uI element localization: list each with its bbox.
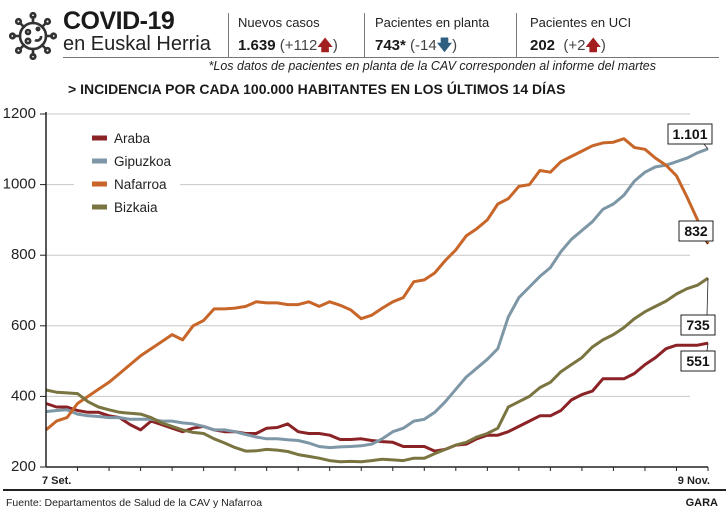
legend-swatch [92,158,107,164]
series-line-nafarroa [45,137,710,432]
end-value-label: 551 [686,353,710,369]
legend-label: Bizkaia [114,200,158,215]
y-tick-label: 1200 [3,105,36,122]
stat-icu-patients: Pacientes en UCI 202 (+2🡅) [530,15,631,60]
end-label-pointer [706,343,709,352]
x-start-label: 7 Set. [42,475,71,487]
end-label-box [678,220,714,242]
app-subtitle: en Euskal Herria [63,33,211,55]
source-text: Fuente: Departamentos de Salud de la CAV… [6,497,263,509]
stat-delta-close: ) [452,37,458,54]
legend-label: Gipuzkoa [114,154,172,169]
y-tick-label: 800 [11,246,36,263]
stat-value: 1.639 [238,37,276,54]
legend-label: Araba [114,131,151,146]
legend-background [74,122,180,218]
legend-swatch [92,181,107,187]
chart-title: > INCIDENCIA POR CADA 100.000 HABITANTES… [68,81,566,97]
stat-label: Pacientes en UCI [530,15,632,30]
stat-value: 202 [530,37,556,54]
stat-delta-close: ) [332,37,338,54]
arrow-up-icon: 🡅 [317,37,333,54]
y-tick-label: 1000 [3,176,36,193]
stat-label: Pacientes en planta [375,15,490,30]
series-line-araba [45,341,709,453]
end-label-pointer [706,278,709,316]
footnote: *Los datos de pacientes en planta de la … [208,59,657,73]
stat-separator [228,13,229,57]
brand-logo: GARA [685,497,718,509]
stat-separator [364,13,365,57]
end-value-label: 1.101 [672,126,707,142]
y-tick-label: 600 [11,317,36,334]
x-end-label: 9 Nov. [678,475,710,487]
legend-swatch [92,135,107,141]
y-tick-label: 200 [11,458,36,475]
series-line-bizkaia [45,276,709,464]
stat-delta: (+112 [279,37,318,54]
stat-delta-close: ) [600,37,606,54]
footer-divider [3,489,726,491]
stat-label: Nuevos casos [238,15,320,30]
stat-value: 743* [375,37,406,54]
end-label-box [680,314,716,336]
stat-ward-patients: Pacientes en planta 743* (-14🡇) [375,15,489,60]
end-value-label: 735 [686,317,710,333]
end-label-box [680,350,716,372]
y-tick-label: 400 [11,387,36,404]
end-label-box [667,123,713,145]
legend-swatch [92,204,107,210]
arrow-up-icon: 🡅 [585,37,601,54]
arrow-down-icon: 🡇 [436,37,453,54]
legend-label: Nafarroa [114,177,167,192]
stat-delta: (+2 [563,37,586,54]
stat-separator [516,13,517,57]
virus-icon-graphic [8,11,58,61]
header-divider [63,57,719,58]
app-title: COVID-19 [63,7,175,35]
stat-delta: (-14 [410,37,437,54]
end-label-pointer [703,143,709,150]
virus-icon [8,11,58,61]
end-value-label: 832 [684,223,708,239]
stat-new-cases: Nuevos casos 1.639 (+112🡅) [238,15,338,60]
